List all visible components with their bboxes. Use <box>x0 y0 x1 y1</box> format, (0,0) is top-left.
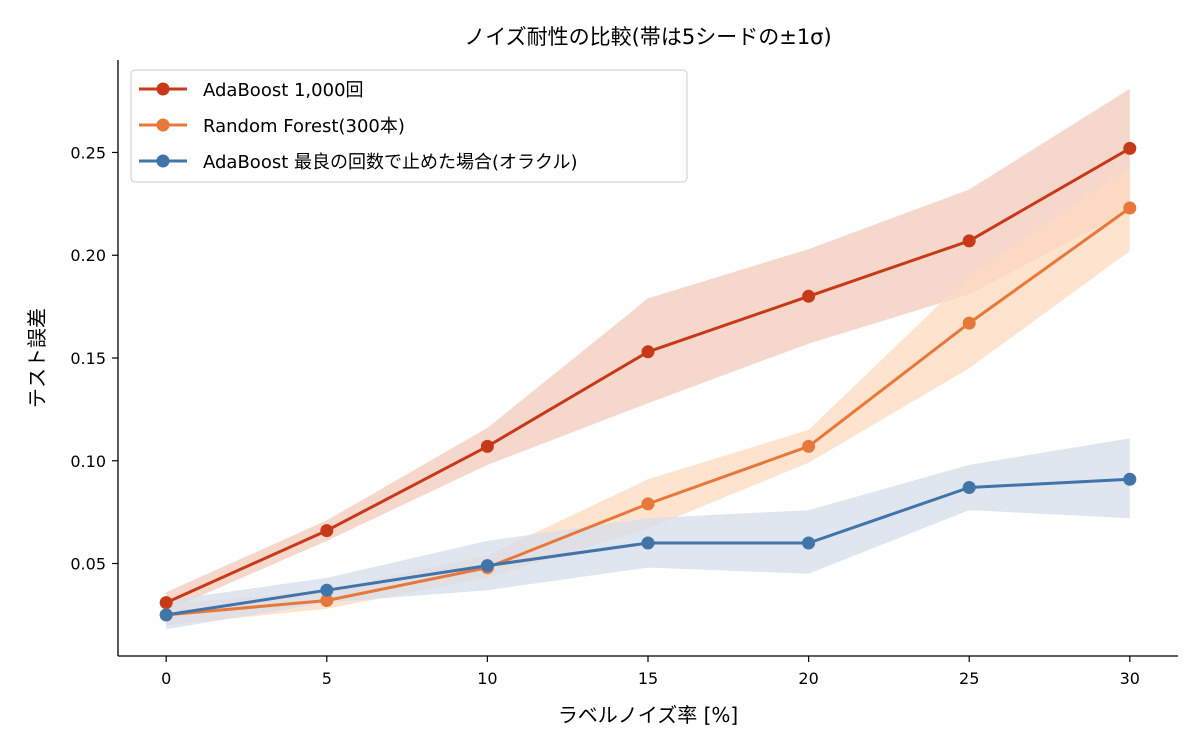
legend: AdaBoost 1,000回 Random Forest(300本) AdaBoo… <box>130 69 688 183</box>
series-markers <box>159 141 1137 622</box>
point-series-0-x0 <box>159 596 173 610</box>
point-series-0-x15 <box>641 345 655 359</box>
point-series-1-x15 <box>641 497 655 511</box>
x-tick-label: 20 <box>798 669 818 688</box>
legend-label-series-2: AdaBoost 最良の回数で止めた場合(オラクル) <box>203 152 578 173</box>
point-series-0-x25 <box>962 234 976 248</box>
legend-marker-series-0 <box>156 82 170 96</box>
point-series-2-x30 <box>1123 472 1137 486</box>
x-tick-label: 0 <box>161 669 171 688</box>
point-series-1-x25 <box>962 316 976 330</box>
x-tick-label: 5 <box>322 669 332 688</box>
point-series-0-x20 <box>802 289 816 303</box>
y-tick-label: 0.15 <box>70 349 106 368</box>
y-tick-label: 0.20 <box>70 246 106 265</box>
band-series-2 <box>166 438 1130 630</box>
x-axis-title: ラベルノイズ率 [%] <box>558 703 738 727</box>
point-series-2-x0 <box>159 608 173 622</box>
y-tick-label: 0.25 <box>70 143 106 162</box>
point-series-2-x5 <box>320 583 334 597</box>
point-series-1-x30 <box>1123 201 1137 215</box>
y-axis-title: テスト誤差 <box>25 308 49 408</box>
legend-label-series-1: Random Forest(300本) <box>203 116 405 137</box>
y-axis-ticks: 0.05 0.10 0.15 0.20 0.25 <box>70 143 118 574</box>
point-series-0-x30 <box>1123 141 1137 155</box>
legend-marker-series-1 <box>156 118 170 132</box>
x-tick-label: 15 <box>638 669 658 688</box>
point-series-1-x5 <box>320 594 334 607</box>
legend-label-series-0: AdaBoost 1,000回 <box>203 80 364 101</box>
y-tick-label: 0.10 <box>70 452 106 471</box>
point-series-0-x10 <box>480 439 494 453</box>
x-axis-ticks: 0 5 10 15 20 25 30 <box>161 656 1140 688</box>
y-tick-label: 0.05 <box>70 555 106 574</box>
x-tick-label: 10 <box>477 669 497 688</box>
point-series-2-x10 <box>480 559 494 573</box>
point-series-2-x15 <box>641 536 655 550</box>
legend-marker-series-2 <box>156 154 170 168</box>
point-series-2-x20 <box>802 536 816 550</box>
point-series-2-x25 <box>962 481 976 494</box>
x-tick-label: 25 <box>959 669 979 688</box>
point-series-1-x20 <box>802 439 816 453</box>
point-series-0-x5 <box>320 524 334 538</box>
chart-title: ノイズ耐性の比較(帯は5シードの±1σ) <box>464 25 831 49</box>
x-tick-label: 30 <box>1120 669 1140 688</box>
legend-box <box>130 69 688 183</box>
